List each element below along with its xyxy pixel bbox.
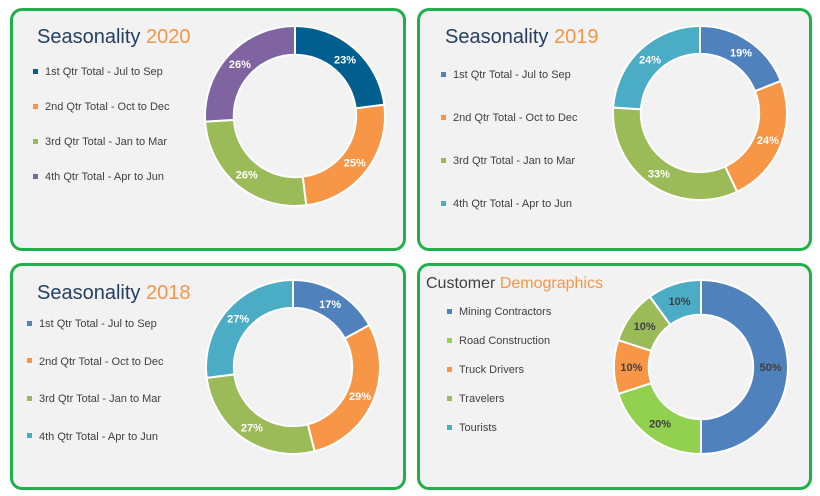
donut-chart-2020: 23% 25% 26% 26% <box>204 24 386 207</box>
chart-title-accent: Demographics <box>499 275 603 292</box>
chart-panel-2020: Seasonality 2020 1st Qtr Total - Jul to … <box>10 8 406 251</box>
data-label: 20% <box>649 418 671 430</box>
donut-chart-2018: 17% 29% 27% 27% <box>205 278 381 455</box>
legend-item: Truck Drivers <box>447 364 524 376</box>
chart-title-text: Customer <box>426 275 496 292</box>
donut-slice <box>648 278 702 327</box>
legend-label: 4th Qtr Total - Apr to Jun <box>45 171 165 183</box>
legend-item: 1st Qtr Total - Jul to Sep <box>33 66 163 78</box>
legend-swatch <box>33 103 38 109</box>
data-label: 24% <box>757 135 779 147</box>
data-label: 27% <box>227 314 249 326</box>
legend-label: 3rd Qtr Total - Jan to Mar <box>39 393 162 405</box>
legend-swatch <box>447 424 452 430</box>
chart-title: Customer Demographics <box>426 275 603 293</box>
data-label: 24% <box>639 55 661 67</box>
legend-label: Travelers <box>459 393 505 405</box>
donut-slice <box>700 278 789 456</box>
legend-label: 2nd Qtr Total - Oct to Dec <box>39 355 164 368</box>
data-label: 27% <box>241 422 263 434</box>
legend-label: Truck Drivers <box>459 364 524 376</box>
data-label: 23% <box>334 54 356 66</box>
data-label: 19% <box>730 48 752 60</box>
legend-label: 1st Qtr Total - Jul to Sep <box>39 318 157 330</box>
legend-item: 2nd Qtr Total - Oct to Dec <box>27 356 164 368</box>
legend-swatch <box>33 68 38 74</box>
legend-item: 2nd Qtr Total - Oct to Dec <box>33 101 170 113</box>
legend-item: 4th Qtr Total - Apr to Jun <box>33 171 164 183</box>
legend-item: 4th Qtr Total - Apr to Jun <box>441 198 572 210</box>
legend-swatch <box>447 395 452 401</box>
chart-panel-2019: Seasonality 2019 1st Qtr Total - Jul to … <box>417 8 812 251</box>
legend-item: 4th Qtr Total - Apr to Jun <box>27 431 158 443</box>
data-label: 50% <box>760 362 782 374</box>
legend-item: 3rd Qtr Total - Jan to Mar <box>27 393 161 405</box>
legend-item: 3rd Qtr Total - Jan to Mar <box>441 155 575 167</box>
legend-item: 1st Qtr Total - Jul to Sep <box>27 318 157 330</box>
chart-panel-2018: Seasonality 2018 1st Qtr Total - Jul to … <box>10 263 406 490</box>
legend-swatch <box>27 358 32 364</box>
legend-swatch <box>447 337 452 343</box>
donut-slice <box>205 373 316 455</box>
donut-chart-demographics: 50% 20% 10% 10% 10% <box>613 278 789 456</box>
legend-swatch <box>27 433 32 439</box>
donut-chart-2019: 19% 24% 33% 24% <box>612 24 788 201</box>
legend-label: Mining Contractors <box>459 306 552 318</box>
donut-slice <box>301 103 386 207</box>
legend-swatch <box>441 71 446 77</box>
donut-slice <box>612 24 701 111</box>
legend-swatch <box>27 320 32 326</box>
legend-item: Mining Contractors <box>447 306 551 318</box>
donut-slice <box>204 118 308 207</box>
legend-swatch <box>33 173 38 179</box>
legend-label: 4th Qtr Total - Apr to Jun <box>453 198 573 210</box>
chart-title-text: Seasonality <box>37 282 141 304</box>
data-label: 10% <box>620 362 642 374</box>
donut-slice <box>306 323 381 453</box>
data-label: 29% <box>349 391 371 403</box>
legend-label: 2nd Qtr Total - Oct to Dec <box>45 101 170 113</box>
legend-swatch <box>27 395 32 401</box>
legend-swatch <box>441 114 446 120</box>
data-label: 10% <box>668 296 690 308</box>
legend-label: 4th Qtr Total - Apr to Jun <box>39 430 159 443</box>
chart-title-accent: 2020 <box>145 26 191 48</box>
legend-label: Road Construction <box>459 335 551 347</box>
data-label: 33% <box>648 168 670 180</box>
legend-swatch <box>33 138 38 144</box>
legend-swatch <box>441 200 446 206</box>
legend-swatch <box>447 308 452 314</box>
donut-slice <box>612 106 739 201</box>
chart-title: Seasonality 2018 <box>37 282 190 305</box>
donut-slice <box>204 24 296 123</box>
legend-swatch <box>447 366 452 372</box>
chart-title-accent: 2018 <box>145 282 191 304</box>
chart-panel-demographics: Customer Demographics Mining Contractors… <box>417 263 812 490</box>
chart-title: Seasonality 2020 <box>37 26 190 49</box>
legend-label: 2nd Qtr Total - Oct to Dec <box>453 112 578 124</box>
chart-title: Seasonality 2019 <box>445 26 598 49</box>
chart-title-text: Seasonality <box>445 26 549 48</box>
chart-title-accent: 2019 <box>553 26 599 48</box>
chart-title-text: Seasonality <box>37 26 141 48</box>
legend-item: Road Construction <box>447 335 550 347</box>
data-label: 10% <box>634 321 656 333</box>
data-label: 26% <box>236 169 258 181</box>
data-label: 17% <box>319 299 341 311</box>
legend-item: 3rd Qtr Total - Jan to Mar <box>33 136 167 148</box>
legend-label: 3rd Qtr Total - Jan to Mar <box>453 155 576 167</box>
data-label: 26% <box>229 59 251 71</box>
legend-label: 3rd Qtr Total - Jan to Mar <box>45 136 168 148</box>
donut-slice <box>205 278 294 380</box>
legend-swatch <box>441 157 446 163</box>
donut-slice <box>294 24 386 110</box>
data-label: 25% <box>344 157 366 169</box>
legend-item: 2nd Qtr Total - Oct to Dec <box>441 112 578 124</box>
legend-label: Tourists <box>459 422 497 434</box>
legend-label: 1st Qtr Total - Jul to Sep <box>453 69 571 81</box>
legend-item: Tourists <box>447 422 497 434</box>
legend-label: 1st Qtr Total - Jul to Sep <box>45 66 163 78</box>
legend-item: 1st Qtr Total - Jul to Sep <box>441 69 571 81</box>
legend-item: Travelers <box>447 393 504 405</box>
